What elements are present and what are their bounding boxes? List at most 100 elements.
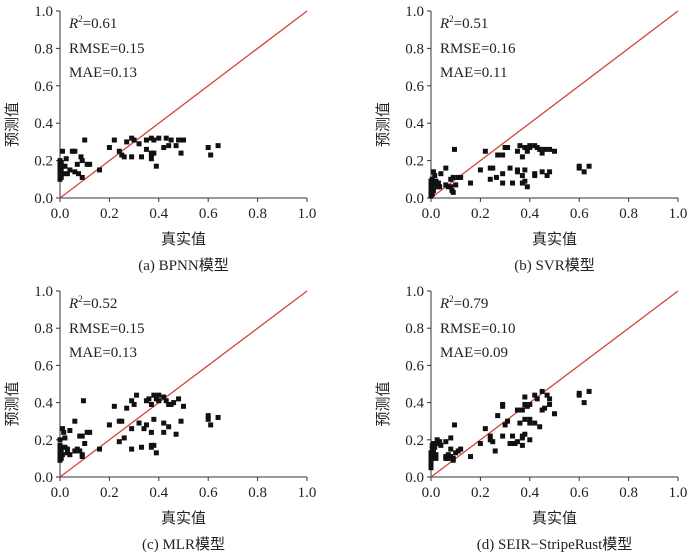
data-point bbox=[215, 143, 221, 149]
mae-stat: MAE=0.13 bbox=[69, 345, 137, 361]
reference-line-y-equals-x bbox=[59, 290, 308, 478]
data-point bbox=[79, 174, 85, 180]
y-tick-label: 0.2 bbox=[34, 154, 53, 170]
data-point bbox=[87, 429, 93, 435]
y-tick-label: 1.0 bbox=[34, 284, 53, 300]
rmse-stat: RMSE=0.16 bbox=[440, 41, 516, 57]
data-point bbox=[524, 148, 530, 154]
y-tick-label: 0.4 bbox=[34, 396, 53, 412]
data-point bbox=[507, 165, 513, 171]
data-point bbox=[82, 441, 88, 447]
x-axis-label: 真实值 bbox=[161, 509, 206, 527]
data-point bbox=[151, 442, 157, 448]
data-point bbox=[522, 416, 528, 422]
data-point bbox=[453, 182, 459, 188]
data-point bbox=[437, 184, 443, 190]
data-point bbox=[576, 392, 582, 398]
y-tick-label: 0.8 bbox=[405, 321, 424, 337]
data-point bbox=[443, 439, 449, 445]
data-point bbox=[438, 171, 444, 177]
scatter-panel-4: 0.0 0.2 0.4 0.6 0.8 1.0 0.0 0.2 0.4 0.6 0.8 1.0 R2=0… bbox=[374, 284, 687, 553]
data-point bbox=[490, 439, 496, 445]
y-tick-label: 0.4 bbox=[405, 396, 424, 412]
data-point bbox=[522, 167, 528, 173]
data-point bbox=[79, 158, 85, 164]
data-point bbox=[111, 403, 117, 409]
data-point bbox=[433, 455, 439, 461]
y-tick-label: 0.0 bbox=[405, 191, 424, 207]
data-point bbox=[519, 442, 525, 448]
x-tick-label: 0.8 bbox=[619, 206, 638, 222]
scatter-panel-2: 0.0 0.2 0.4 0.6 0.8 1.0 0.0 0.2 0.4 0.6 0.8 1.0 R2=0… bbox=[374, 4, 687, 274]
data-point bbox=[121, 435, 127, 441]
data-point bbox=[458, 174, 464, 180]
data-point bbox=[208, 152, 214, 158]
data-point bbox=[495, 152, 501, 158]
data-point bbox=[428, 461, 434, 467]
data-point bbox=[143, 137, 149, 143]
data-point bbox=[67, 452, 73, 458]
data-point bbox=[552, 411, 557, 417]
data-point bbox=[468, 454, 474, 460]
data-point bbox=[450, 189, 456, 195]
x-tick-label: 0.2 bbox=[100, 485, 119, 501]
data-point bbox=[500, 152, 506, 158]
scatter-panel-1: 0.0 0.2 0.4 0.6 0.8 1.0 0.0 0.2 0.4 0.6 0.8 1.0 R2=0… bbox=[3, 4, 316, 274]
data-point bbox=[79, 454, 85, 460]
x-tick-label: 0.8 bbox=[248, 485, 267, 501]
x-tick-label: 0.4 bbox=[149, 206, 168, 222]
y-tick-label: 0.4 bbox=[34, 116, 53, 132]
rmse-stat: RMSE=0.15 bbox=[69, 41, 145, 57]
data-point bbox=[166, 143, 172, 149]
data-point bbox=[482, 426, 488, 432]
data-point bbox=[514, 148, 520, 154]
data-point bbox=[537, 146, 543, 152]
data-point bbox=[500, 403, 506, 409]
data-point bbox=[153, 450, 159, 456]
data-point bbox=[586, 388, 592, 394]
y-tick-label: 0.0 bbox=[34, 191, 53, 207]
data-point bbox=[178, 418, 184, 424]
reference-line-y-equals-x bbox=[430, 10, 679, 199]
data-point bbox=[527, 437, 533, 443]
data-point bbox=[519, 173, 525, 179]
data-point bbox=[450, 457, 456, 463]
data-point bbox=[517, 143, 523, 149]
mae-stat: MAE=0.13 bbox=[69, 65, 137, 81]
data-point bbox=[492, 448, 498, 454]
data-point bbox=[542, 405, 548, 411]
x-tick-label: 1.0 bbox=[669, 485, 688, 501]
data-point bbox=[156, 398, 162, 404]
data-point bbox=[477, 441, 483, 447]
x-tick-label: 0.6 bbox=[199, 485, 218, 501]
data-point bbox=[79, 433, 85, 439]
y-tick-label: 0.0 bbox=[34, 470, 53, 486]
r2-stat: R2=0.51 bbox=[439, 14, 488, 32]
data-point bbox=[78, 154, 84, 160]
data-point bbox=[581, 169, 587, 175]
data-point bbox=[163, 135, 169, 141]
data-point bbox=[448, 446, 454, 452]
data-point bbox=[500, 180, 506, 186]
scatter-panel-3: 0.0 0.2 0.4 0.6 0.8 1.0 0.0 0.2 0.4 0.6 0.8 1.0 R2=0… bbox=[3, 284, 316, 553]
data-point bbox=[131, 401, 137, 407]
data-point bbox=[129, 446, 135, 452]
data-point bbox=[151, 392, 157, 398]
data-point bbox=[129, 154, 135, 160]
data-point bbox=[72, 418, 78, 424]
data-point bbox=[448, 184, 454, 190]
y-tick-label: 1.0 bbox=[405, 4, 424, 20]
x-tick-label: 0.4 bbox=[520, 206, 539, 222]
data-point bbox=[510, 433, 516, 439]
data-point bbox=[173, 431, 179, 437]
data-point bbox=[131, 137, 137, 143]
data-point bbox=[143, 422, 149, 428]
data-point bbox=[59, 148, 65, 154]
data-point bbox=[205, 413, 211, 419]
data-point bbox=[502, 422, 508, 428]
data-point bbox=[514, 439, 520, 445]
data-point bbox=[534, 396, 540, 402]
data-point bbox=[519, 154, 525, 160]
data-point bbox=[106, 422, 112, 428]
panel-caption: (b) SVR模型 bbox=[514, 257, 594, 274]
